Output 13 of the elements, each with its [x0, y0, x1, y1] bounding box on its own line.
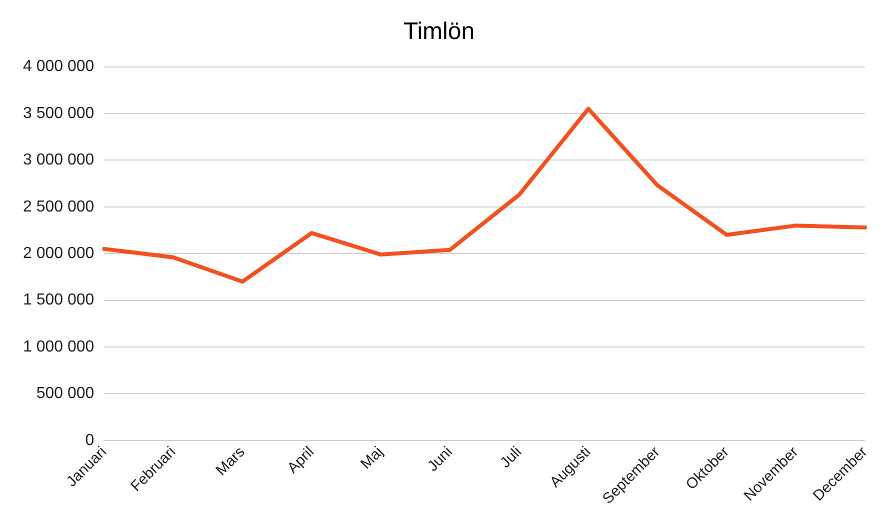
- y-tick-label: 500 000: [36, 385, 94, 402]
- y-tick-label: 2 000 000: [22, 245, 94, 262]
- y-tick-label: 0: [85, 432, 94, 449]
- x-tick-label: Juli: [496, 443, 525, 472]
- y-tick-label: 4 000 000: [22, 58, 94, 76]
- y-tick-label: 3 500 000: [22, 104, 94, 122]
- chart-title: Timlön: [403, 18, 475, 46]
- y-tick-label: 3 000 000: [22, 152, 94, 169]
- y-tick-label: 2 500 000: [22, 198, 94, 216]
- x-tick-label: Maj: [357, 443, 387, 473]
- x-tick-label: Juni: [424, 443, 456, 475]
- y-tick-label: 1 000 000: [22, 338, 94, 356]
- y-tick-label: 1 500 000: [22, 292, 94, 309]
